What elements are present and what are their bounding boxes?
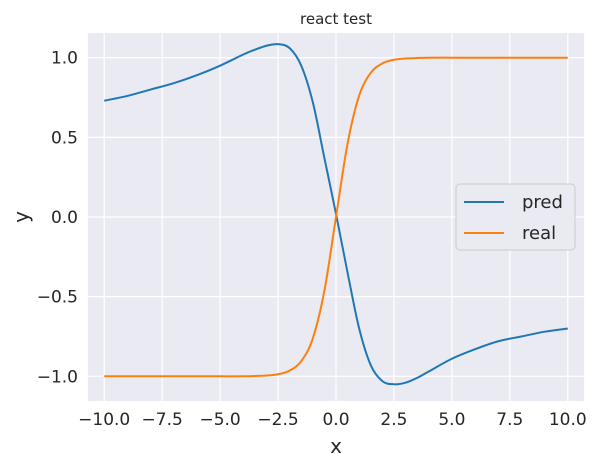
x-tick-label: −10.0 (78, 410, 130, 430)
x-axis-label: x (330, 434, 342, 458)
x-tick-labels: −10.0 −7.5 −5.0 −2.5 0.0 2.5 5.0 7.5 10.0 (78, 410, 587, 430)
x-tick-label: −5.0 (199, 410, 240, 430)
x-tick-label: −2.5 (257, 410, 298, 430)
y-axis-label: y (9, 211, 33, 223)
x-tick-label: 7.5 (496, 410, 523, 430)
legend: pred real (456, 184, 575, 250)
y-tick-label: 1.0 (51, 49, 78, 69)
x-tick-label: 5.0 (438, 410, 465, 430)
y-tick-label: −0.5 (37, 288, 78, 308)
y-tick-label: −1.0 (37, 367, 78, 387)
legend-label-pred: pred (522, 192, 563, 213)
x-tick-label: 10.0 (549, 410, 587, 430)
y-tick-label: 0.0 (51, 208, 78, 228)
y-tick-labels: −1.0 −0.5 0.0 0.5 1.0 (37, 49, 78, 388)
legend-label-real: real (522, 223, 556, 244)
y-tick-label: 0.5 (51, 128, 78, 148)
x-tick-label: 0.0 (322, 410, 349, 430)
chart-title: react test (300, 10, 372, 28)
x-tick-label: −7.5 (142, 410, 183, 430)
x-tick-label: 2.5 (380, 410, 407, 430)
